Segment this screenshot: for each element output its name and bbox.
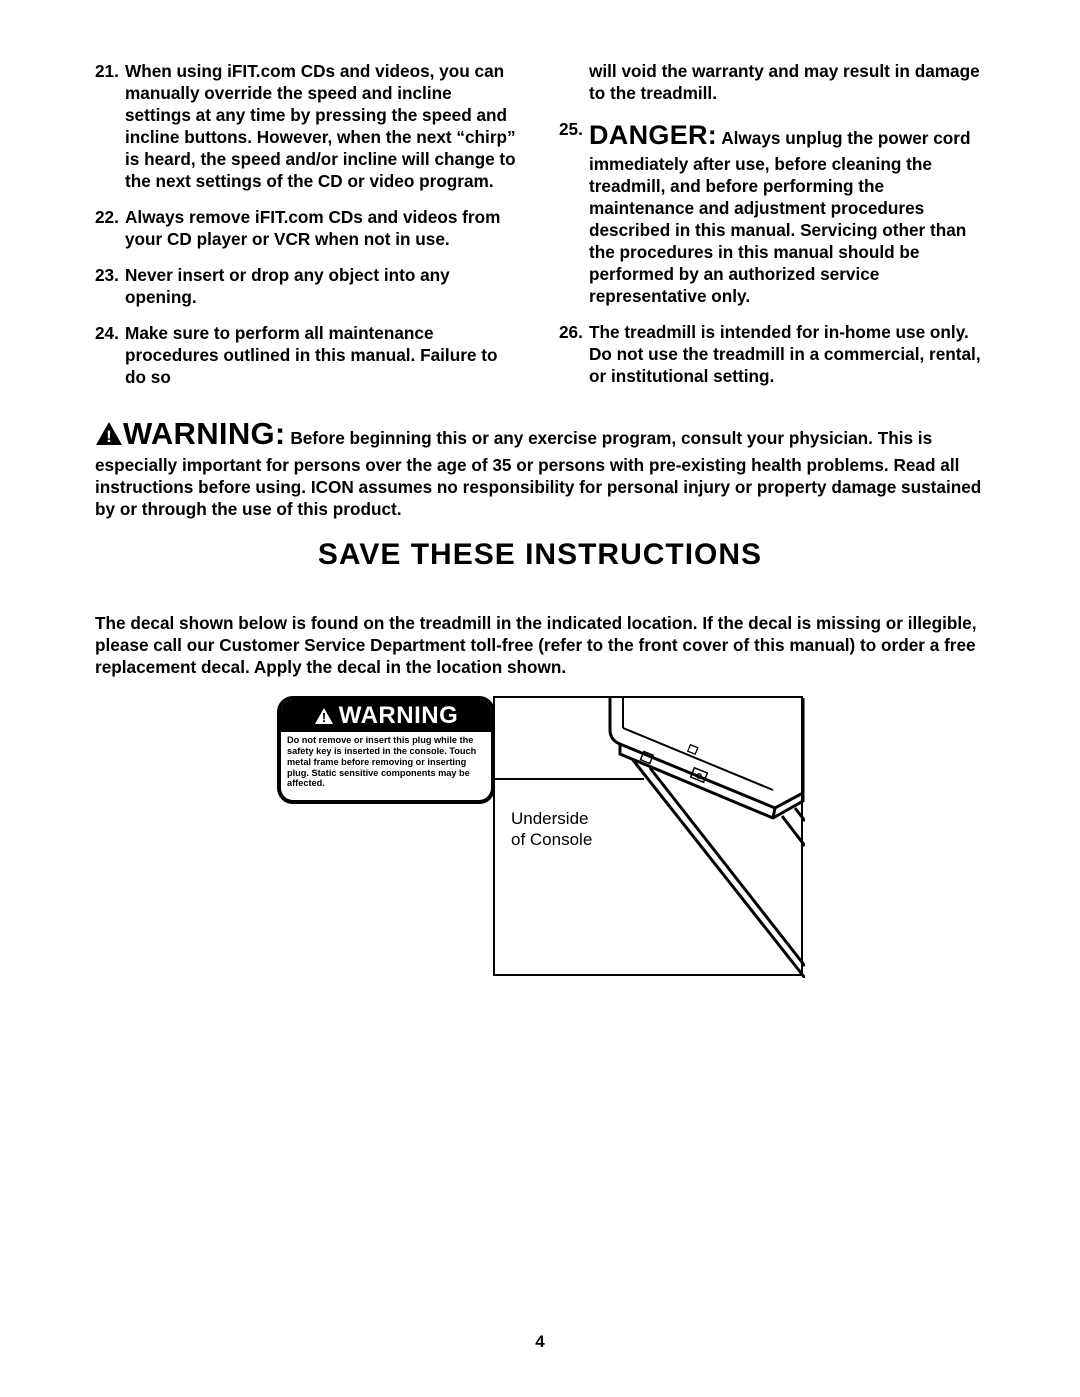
instruction-item: 21. When using iFIT.com CDs and videos, … bbox=[95, 60, 521, 192]
instruction-number: 24. bbox=[95, 322, 125, 388]
warning-triangle-icon: ! bbox=[95, 421, 123, 451]
console-caption: Underside of Console bbox=[511, 808, 592, 851]
instruction-item: 22. Always remove iFIT.com CDs and video… bbox=[95, 206, 521, 250]
instruction-continuation: will void the warranty and may result in… bbox=[589, 60, 985, 104]
save-instructions-heading: SAVE THESE INSTRUCTIONS bbox=[95, 538, 985, 572]
instruction-number: 23. bbox=[95, 264, 125, 308]
svg-text:!: ! bbox=[106, 427, 112, 446]
instruction-number: 21. bbox=[95, 60, 125, 192]
instruction-text: Make sure to perform all maintenance pro… bbox=[125, 322, 521, 388]
instruction-text: DANGER: Always unplug the power cord imm… bbox=[589, 118, 985, 307]
instruction-number: 25. bbox=[559, 118, 589, 307]
instruction-text: Never insert or drop any object into any… bbox=[125, 264, 521, 308]
danger-label: DANGER: bbox=[589, 120, 717, 150]
warning-decal-body: Do not remove or insert this plug while … bbox=[281, 732, 491, 793]
danger-text: Always unplug the power cord immediately… bbox=[589, 128, 971, 306]
instruction-item: 23. Never insert or drop any object into… bbox=[95, 264, 521, 308]
instruction-number: 26. bbox=[559, 321, 589, 387]
console-diagram: Underside of Console bbox=[493, 696, 803, 976]
instruction-text: When using iFIT.com CDs and videos, you … bbox=[125, 60, 521, 192]
instruction-item-danger: 25. DANGER: Always unplug the power cord… bbox=[559, 118, 985, 307]
warning-decal-label: ! WARNING Do not remove or insert this p… bbox=[277, 696, 495, 804]
instruction-text: Always remove iFIT.com CDs and videos fr… bbox=[125, 206, 521, 250]
warning-decal-header: ! WARNING bbox=[281, 700, 491, 732]
instruction-item: 26. The treadmill is intended for in-hom… bbox=[559, 321, 985, 387]
console-caption-line2: of Console bbox=[511, 830, 592, 849]
warning-triangle-icon: ! bbox=[314, 707, 334, 725]
two-column-instructions: 21. When using iFIT.com CDs and videos, … bbox=[95, 60, 985, 388]
decal-paragraph: The decal shown below is found on the tr… bbox=[95, 612, 985, 678]
right-column: will void the warranty and may result in… bbox=[559, 60, 985, 388]
page-number: 4 bbox=[0, 1332, 1080, 1352]
svg-text:!: ! bbox=[322, 710, 326, 725]
warning-label: WARNING: bbox=[123, 416, 286, 451]
console-caption-line1: Underside bbox=[511, 809, 589, 828]
instruction-number: 22. bbox=[95, 206, 125, 250]
instruction-text: The treadmill is intended for in-home us… bbox=[589, 321, 985, 387]
warning-decal-header-text: WARNING bbox=[339, 702, 459, 730]
left-column: 21. When using iFIT.com CDs and videos, … bbox=[95, 60, 521, 388]
manual-page: 21. When using iFIT.com CDs and videos, … bbox=[0, 0, 1080, 976]
warning-paragraph: ! WARNING: Before beginning this or any … bbox=[95, 414, 985, 520]
decal-figure: ! WARNING Do not remove or insert this p… bbox=[95, 696, 985, 976]
instruction-item: 24. Make sure to perform all maintenance… bbox=[95, 322, 521, 388]
